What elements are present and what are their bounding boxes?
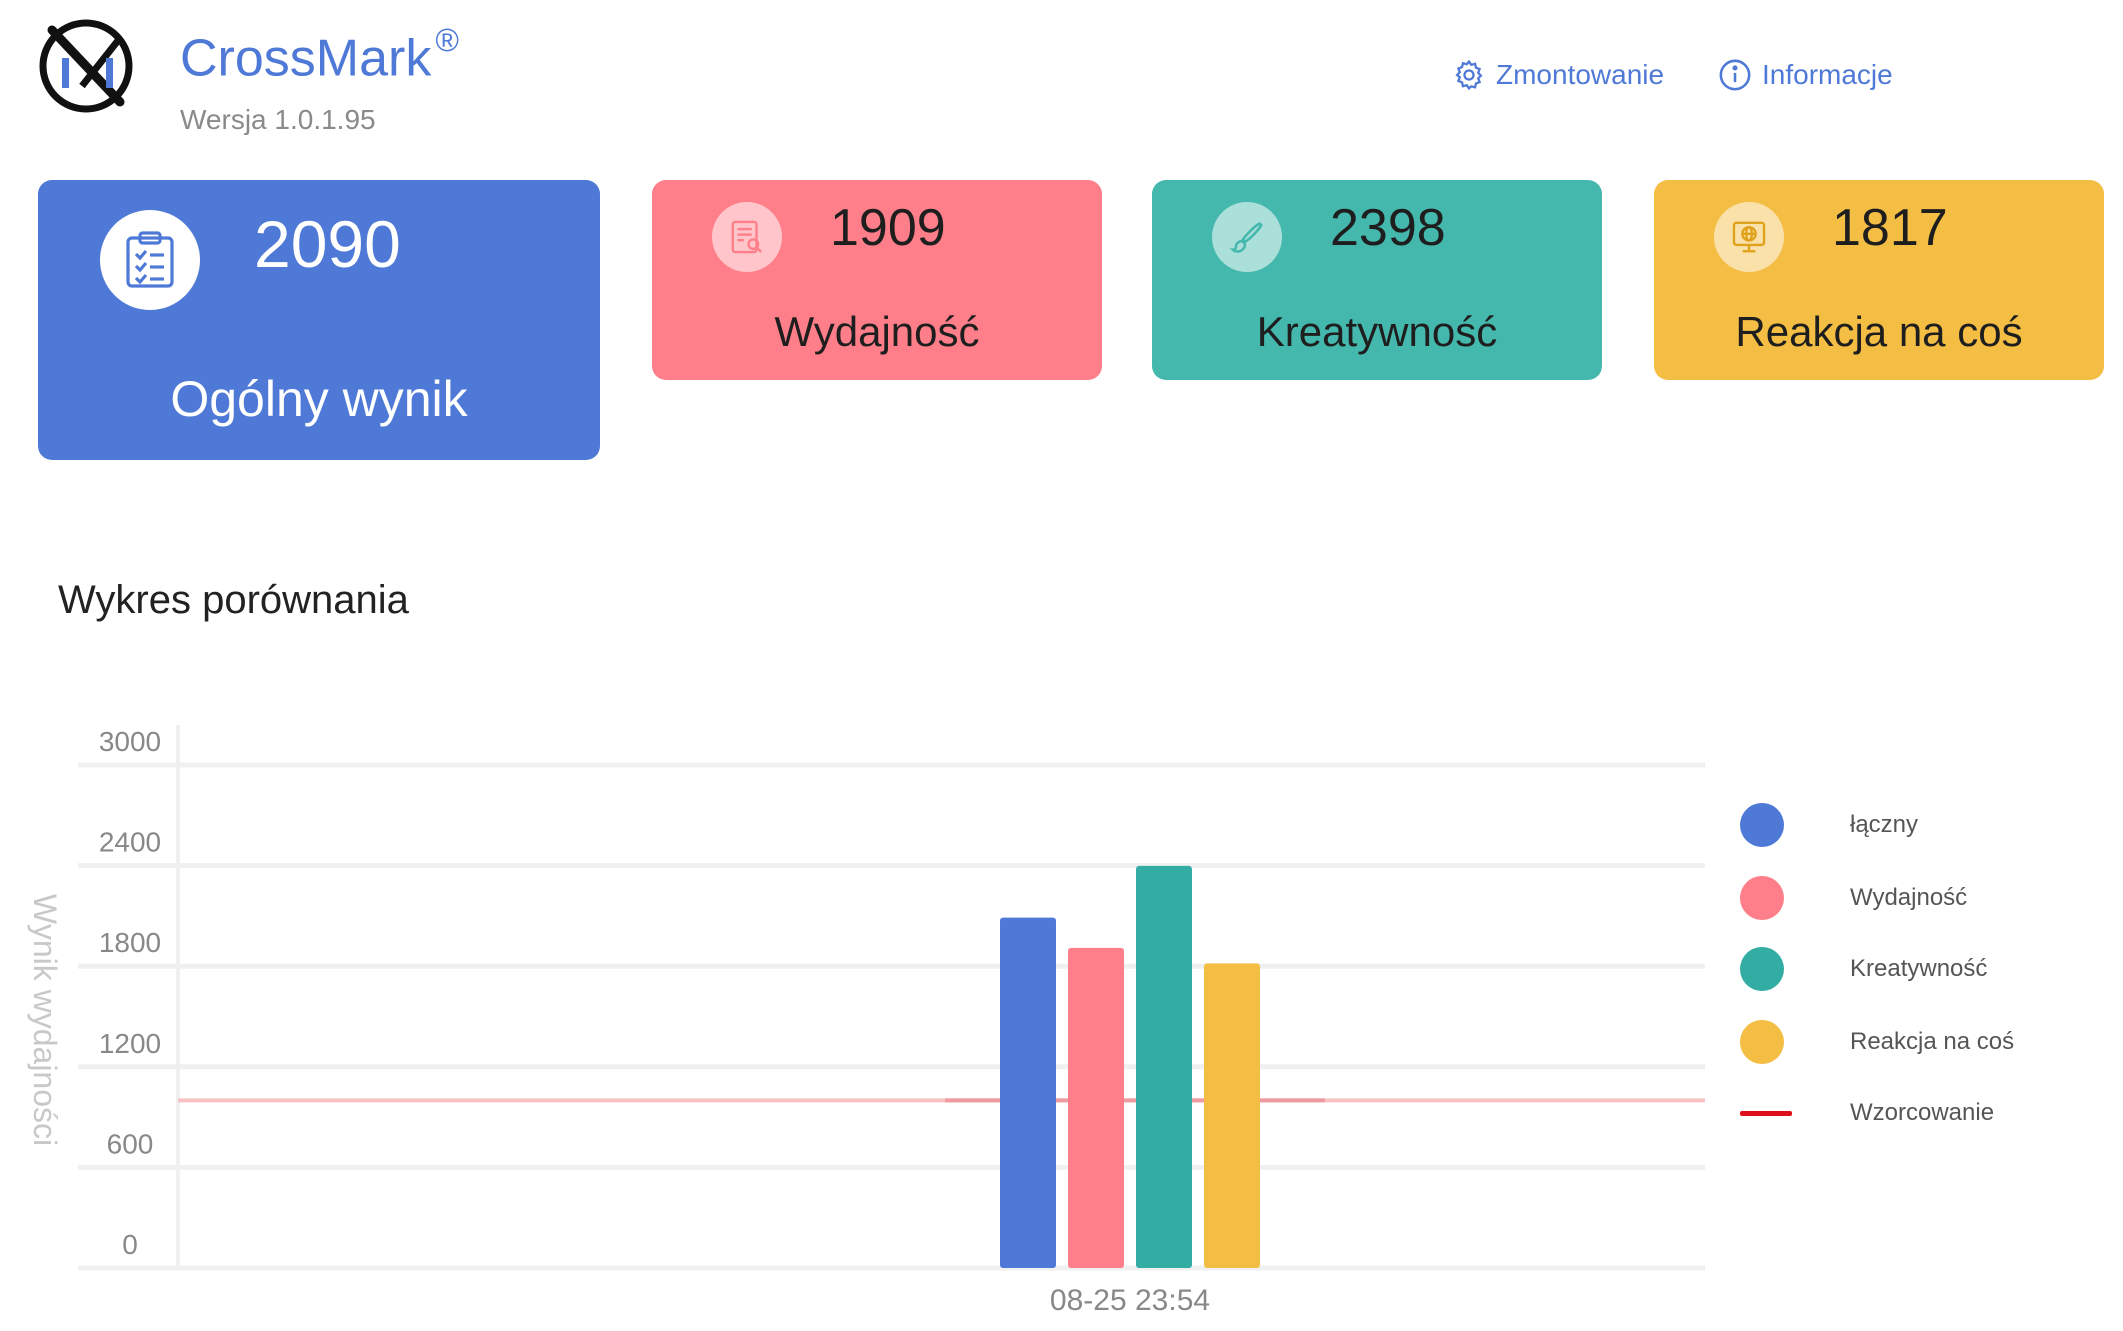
overall-score-card: 2090 Ogólny wynik: [38, 180, 600, 460]
legend-swatch: [1740, 1020, 1784, 1064]
clipboard-checklist-icon: [100, 210, 200, 310]
reaction-card: 1817 Reakcja na coś: [1654, 180, 2104, 380]
info-link[interactable]: Informacje: [1718, 58, 1893, 92]
legend-label: Kreatywność: [1850, 955, 1988, 982]
creativity-label: Kreatywność: [1256, 308, 1498, 355]
legend-item[interactable]: Reakcja na coś: [1740, 1017, 2080, 1067]
app-version: Wersja 1.0.1.95: [180, 104, 376, 135]
y-tick-label: 3000: [99, 726, 161, 757]
y-tick-label: 0: [122, 1229, 138, 1260]
performance-card: 1909 Wydajność: [652, 180, 1102, 380]
legend-swatch: [1740, 947, 1784, 991]
legend-swatch: [1740, 803, 1784, 847]
settings-label: Zmontowanie: [1496, 59, 1665, 90]
legend-item[interactable]: Wydajność: [1740, 873, 2080, 923]
performance-value: 1909: [830, 199, 946, 257]
legend-label: łączny: [1850, 811, 1919, 838]
app-title: CrossMark ®: [180, 22, 459, 88]
y-tick-label: 1800: [99, 927, 161, 958]
legend-label: Wzorcowanie: [1850, 1099, 1995, 1126]
legend-label: Wydajność: [1850, 884, 1968, 911]
trademark-symbol: ®: [435, 22, 459, 58]
overall-score-label: Ogólny wynik: [170, 371, 468, 427]
overall-score-value: 2090: [254, 207, 401, 281]
brush-icon: [1212, 202, 1282, 272]
legend-line-swatch: [1740, 1110, 1792, 1116]
y-tick-label: 2400: [99, 827, 161, 858]
legend-label: Reakcja na coś: [1850, 1028, 2015, 1055]
monitor-globe-icon: [1714, 202, 1784, 272]
bar-2: [1068, 947, 1124, 1268]
bar-1: [1000, 917, 1056, 1268]
legend-swatch: [1740, 876, 1784, 920]
bar-4: [1204, 963, 1260, 1268]
legend-item[interactable]: łączny: [1740, 800, 2080, 850]
comparison-chart-title: Wykres porównania: [58, 578, 409, 622]
gear-icon: [1455, 59, 1483, 91]
legend-item[interactable]: Wzorcowanie: [1740, 1088, 2080, 1138]
app-name: CrossMark: [180, 29, 432, 88]
info-icon: [1719, 59, 1751, 91]
app-logo: [36, 16, 136, 116]
comparison-chart: 0 600 1200 1800 2400 3000 Wynik wydajności 08-2…: [27, 725, 1705, 1317]
y-tick-label: 1200: [99, 1028, 161, 1059]
performance-label: Wydajność: [774, 308, 980, 355]
reaction-value: 1817: [1832, 199, 1948, 257]
y-axis-title: Wynik wydajności: [27, 894, 63, 1146]
info-label: Informacje: [1762, 59, 1893, 90]
y-tick-label: 600: [107, 1128, 154, 1159]
legend-item[interactable]: Kreatywność: [1740, 944, 2080, 994]
creativity-value: 2398: [1330, 199, 1446, 257]
x-tick-label: 08-25 23:54: [1050, 1284, 1210, 1317]
settings-link[interactable]: Zmontowanie: [1452, 58, 1664, 92]
reaction-label: Reakcja na coś: [1735, 308, 2023, 355]
creativity-card: 2398 Kreatywność: [1152, 180, 1602, 380]
bar-3: [1136, 865, 1192, 1268]
document-search-icon: [712, 202, 782, 272]
